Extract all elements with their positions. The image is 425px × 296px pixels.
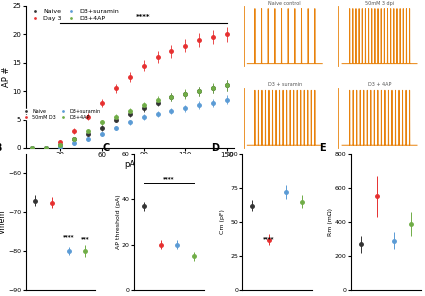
Text: ****: **** bbox=[63, 234, 74, 239]
Y-axis label: Vmem: Vmem bbox=[0, 210, 7, 234]
Text: ***: *** bbox=[81, 237, 90, 242]
Text: ****: **** bbox=[163, 176, 175, 181]
Legend: Naive, 50mM D3, D3+suramin, D3+4AP: Naive, 50mM D3, D3+suramin, D3+4AP bbox=[21, 109, 101, 120]
Text: B: B bbox=[0, 143, 1, 153]
Legend: Naive, Day 3, D3+suramin, D3+4AP: Naive, Day 3, D3+suramin, D3+4AP bbox=[28, 9, 119, 21]
Text: ****: **** bbox=[263, 236, 275, 241]
Title: Naive control: Naive control bbox=[269, 1, 301, 6]
Title: D3 + suramin: D3 + suramin bbox=[268, 82, 302, 87]
Y-axis label: AP #: AP # bbox=[2, 67, 11, 87]
Y-axis label: Rm (mΩ): Rm (mΩ) bbox=[329, 208, 334, 236]
Y-axis label: Cm (pF): Cm (pF) bbox=[220, 210, 225, 234]
Text: E: E bbox=[319, 143, 326, 153]
Text: C: C bbox=[102, 143, 110, 153]
Text: ****: **** bbox=[136, 14, 151, 20]
Title: 50mM 3 dpi: 50mM 3 dpi bbox=[365, 1, 394, 6]
Text: D: D bbox=[211, 143, 219, 153]
Y-axis label: AP threshold (pA): AP threshold (pA) bbox=[116, 195, 121, 249]
Title: D3 + 4AP: D3 + 4AP bbox=[368, 82, 391, 87]
X-axis label: pA: pA bbox=[124, 160, 135, 168]
